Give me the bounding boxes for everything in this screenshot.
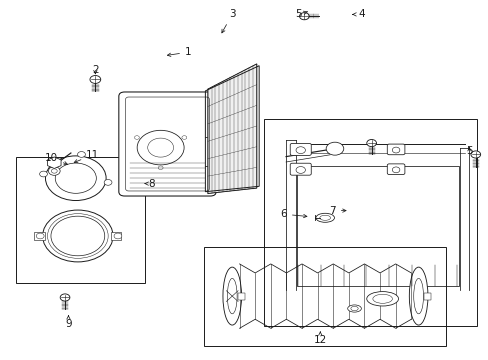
Bar (423, 292, 430, 300)
Ellipse shape (408, 267, 427, 325)
Ellipse shape (319, 215, 330, 220)
Text: 3: 3 (222, 9, 235, 33)
Text: 11: 11 (74, 150, 100, 163)
Circle shape (40, 171, 47, 177)
Circle shape (147, 138, 173, 157)
Circle shape (60, 294, 70, 301)
Text: 12: 12 (313, 332, 326, 345)
Ellipse shape (227, 278, 237, 314)
FancyBboxPatch shape (290, 143, 311, 156)
Ellipse shape (350, 306, 357, 311)
Polygon shape (47, 157, 61, 168)
Polygon shape (207, 64, 256, 194)
Circle shape (114, 233, 122, 239)
Circle shape (366, 140, 376, 147)
Text: 9: 9 (65, 316, 72, 329)
FancyBboxPatch shape (290, 163, 311, 175)
Bar (110, 232, 121, 240)
Ellipse shape (295, 167, 305, 174)
Circle shape (48, 167, 60, 175)
Bar (238, 292, 245, 300)
Ellipse shape (223, 267, 241, 325)
Ellipse shape (295, 147, 305, 154)
Circle shape (470, 151, 480, 158)
Ellipse shape (315, 213, 334, 222)
Circle shape (134, 136, 139, 139)
Ellipse shape (366, 292, 398, 306)
Circle shape (45, 156, 106, 201)
Circle shape (137, 130, 183, 165)
Text: 5: 5 (465, 146, 472, 156)
Ellipse shape (391, 167, 399, 173)
Circle shape (51, 169, 57, 173)
Text: 7: 7 (328, 206, 346, 216)
Text: 6: 6 (280, 209, 306, 219)
Circle shape (158, 166, 163, 170)
Circle shape (325, 142, 343, 155)
Circle shape (104, 180, 112, 185)
Circle shape (90, 76, 101, 84)
FancyBboxPatch shape (386, 164, 404, 175)
Text: 8: 8 (145, 179, 155, 189)
Text: 10: 10 (45, 153, 67, 165)
FancyBboxPatch shape (386, 144, 404, 155)
Circle shape (55, 163, 96, 193)
Bar (204, 247, 446, 346)
Text: 1: 1 (167, 47, 191, 57)
Ellipse shape (413, 278, 423, 314)
Ellipse shape (391, 147, 399, 153)
Ellipse shape (372, 294, 391, 303)
Text: 5: 5 (294, 9, 306, 19)
Bar (34, 232, 45, 240)
Bar (296, 166, 458, 286)
FancyBboxPatch shape (119, 92, 216, 196)
Circle shape (182, 136, 186, 139)
Circle shape (299, 13, 308, 20)
Circle shape (78, 152, 85, 157)
Bar (264, 119, 476, 326)
Text: 2: 2 (92, 65, 99, 75)
Text: 4: 4 (352, 9, 365, 19)
Circle shape (36, 233, 44, 239)
Ellipse shape (347, 305, 361, 312)
Bar (16, 157, 145, 283)
